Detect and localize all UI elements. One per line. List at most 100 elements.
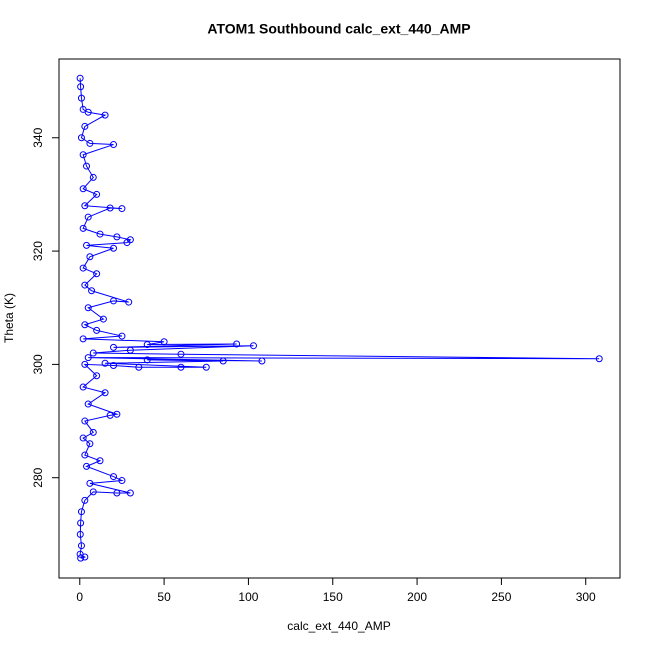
x-tick-label: 100	[238, 590, 258, 604]
data-point	[110, 362, 118, 370]
data-point	[202, 363, 210, 371]
data-point	[89, 428, 97, 436]
data-point	[160, 338, 168, 346]
data-point	[77, 94, 85, 102]
data-point	[79, 383, 87, 391]
data-point	[79, 264, 87, 272]
data-point	[110, 343, 118, 351]
data-point	[101, 359, 109, 367]
data-point	[81, 321, 89, 329]
data-point	[86, 253, 94, 261]
data-point	[77, 519, 85, 527]
y-tick-label: 300	[31, 354, 45, 374]
data-point	[135, 363, 143, 371]
x-tick-label: 50	[157, 590, 171, 604]
data-point	[81, 553, 89, 561]
data-point	[233, 340, 241, 348]
data-point	[177, 363, 185, 371]
data-point	[110, 473, 118, 481]
data-point	[79, 434, 87, 442]
data-point	[93, 372, 101, 380]
data-point	[143, 341, 151, 349]
x-tick-label: 0	[76, 590, 83, 604]
data-point	[84, 108, 92, 116]
data-point	[81, 281, 89, 289]
y-axis-label: Theta (K)	[2, 293, 16, 343]
y-tick-label: 320	[31, 241, 45, 261]
plot-frame	[58, 58, 621, 579]
data-point	[84, 354, 92, 362]
y-tick-label: 280	[31, 467, 45, 487]
data-point	[258, 357, 266, 365]
data-point	[101, 111, 109, 119]
data-point	[77, 554, 85, 562]
data-point	[77, 542, 85, 550]
data-point	[143, 356, 151, 364]
data-point	[77, 508, 85, 516]
data-point	[81, 451, 89, 459]
data-point	[77, 134, 85, 142]
data-point	[125, 298, 133, 306]
data-point	[83, 162, 91, 170]
data-point	[99, 315, 107, 323]
x-tick-label: 200	[407, 590, 427, 604]
data-point	[101, 389, 109, 397]
data-point	[118, 205, 126, 213]
data-point	[83, 462, 91, 470]
data-point	[96, 457, 104, 465]
data-point	[110, 141, 118, 149]
data-point	[79, 151, 87, 159]
data-point	[81, 496, 89, 504]
data-point	[219, 357, 227, 365]
data-point	[84, 213, 92, 221]
data-point	[118, 477, 126, 485]
data-point	[86, 440, 94, 448]
data-point	[113, 233, 121, 241]
data-point	[77, 83, 85, 91]
data-point	[89, 349, 97, 357]
data-point	[110, 244, 118, 252]
series-line	[79, 78, 600, 559]
data-point	[86, 479, 94, 487]
data-point	[93, 270, 101, 278]
data-point	[126, 489, 134, 497]
data-point	[88, 287, 96, 295]
x-tick-label: 300	[576, 590, 596, 604]
data-point	[113, 489, 121, 497]
x-axis-label: calc_ext_440_AMP	[287, 619, 390, 633]
data-point	[123, 239, 131, 247]
data-point	[110, 297, 118, 305]
data-point	[89, 173, 97, 181]
data-point	[249, 342, 257, 350]
data-point	[86, 139, 94, 147]
data-point	[126, 346, 134, 354]
y-tick-label: 340	[31, 127, 45, 147]
data-point	[81, 202, 89, 210]
x-tick-label: 150	[323, 590, 343, 604]
data-point	[76, 530, 84, 538]
data-point	[81, 122, 89, 130]
data-point	[84, 400, 92, 408]
data-point	[76, 74, 84, 82]
data-point	[79, 335, 87, 343]
data-point	[106, 411, 114, 419]
data-point	[79, 185, 87, 193]
data-point	[89, 488, 97, 496]
data-point	[93, 190, 101, 198]
data-point	[83, 241, 91, 249]
data-point	[595, 355, 603, 363]
data-point	[106, 204, 114, 212]
data-point	[81, 360, 89, 368]
chart-title: ATOM1 Southbound calc_ext_440_AMP	[207, 21, 470, 37]
data-point	[113, 410, 121, 418]
data-point	[118, 332, 126, 340]
data-point	[93, 326, 101, 334]
data-point	[177, 350, 185, 358]
x-tick-label: 250	[491, 590, 511, 604]
data-point	[84, 304, 92, 312]
data-point	[96, 230, 104, 238]
data-point	[79, 105, 87, 113]
data-point	[79, 224, 87, 232]
data-point	[81, 417, 89, 425]
